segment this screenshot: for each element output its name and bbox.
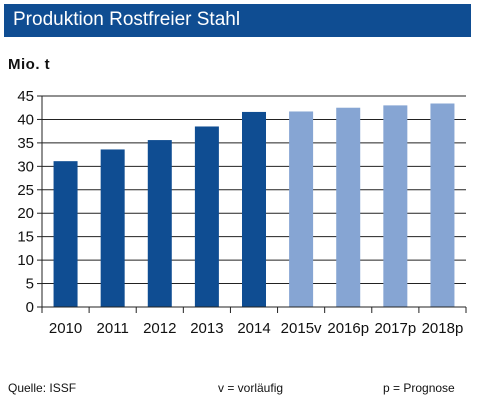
- title-bar: Produktion Rostfreier Stahl: [4, 4, 471, 37]
- x-tick-label: 2013: [190, 320, 223, 337]
- y-tick-label: 10: [17, 252, 34, 269]
- y-tick-label: 15: [17, 229, 34, 246]
- source-note: Quelle: ISSF: [8, 381, 77, 395]
- y-tick-label: 0: [26, 299, 34, 316]
- legend-p-note: p = Prognose: [383, 381, 455, 395]
- y-tick-label: 40: [17, 111, 34, 128]
- x-tick-label: 2012: [143, 320, 176, 337]
- x-tick-label: 2016p: [327, 320, 369, 337]
- y-tick-label: 35: [17, 135, 34, 152]
- chart-title: Produktion Rostfreier Stahl: [13, 9, 241, 30]
- y-tick-label: 45: [17, 88, 34, 105]
- bar-2010: [53, 161, 78, 307]
- x-tick-label: 2015v: [281, 320, 322, 337]
- bar-2018p: [430, 103, 455, 307]
- x-tick-labels: 2010 2011 2012 2013 2014 2015v 2016p 2017p 2018p: [49, 320, 463, 337]
- y-tick-label: 30: [17, 158, 34, 175]
- y-tick-labels: 0 5 10 15 20 25 30 35 40 45: [17, 88, 34, 316]
- axes: [41, 96, 467, 313]
- bar-2015v: [289, 111, 314, 308]
- x-tick-label: 2011: [97, 320, 129, 337]
- y-tick-label: 25: [17, 182, 34, 199]
- bar-2017p: [383, 105, 408, 307]
- bar-2014: [242, 111, 266, 307]
- legend-v-note: v = vorläufig: [218, 381, 284, 395]
- x-tick-label: 2010: [49, 320, 82, 337]
- x-tick-label: 2014: [237, 320, 270, 337]
- x-tick-label: 2017p: [374, 320, 416, 337]
- bar-2016p: [336, 107, 361, 307]
- y-axis-unit-label: Mio. t: [8, 56, 51, 73]
- bar-2011: [100, 149, 125, 307]
- bar-2012: [147, 140, 172, 307]
- x-tick-label: 2018p: [422, 320, 464, 337]
- bar-2013: [194, 126, 219, 307]
- y-tick-label: 20: [17, 205, 34, 222]
- y-tick-label: 5: [26, 276, 34, 293]
- bars: [53, 103, 455, 308]
